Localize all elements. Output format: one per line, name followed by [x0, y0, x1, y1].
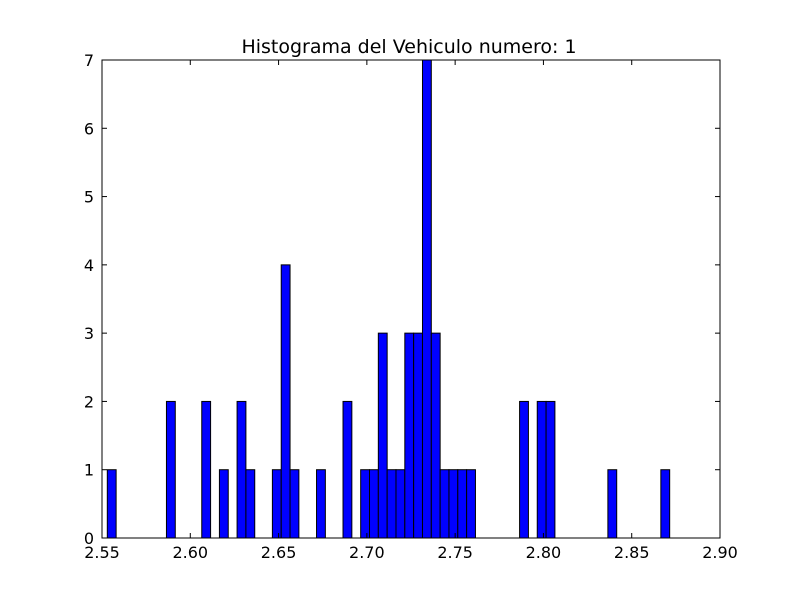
histogram-bar-6 [271, 469, 282, 539]
y-tick-label: 5 [84, 188, 94, 207]
histogram-bar-13 [377, 332, 388, 539]
histogram-bar-21 [448, 469, 459, 539]
histogram-bar-15 [395, 469, 406, 539]
x-tick-label: 2.80 [526, 543, 562, 562]
y-tick-label: 1 [84, 461, 94, 480]
histogram-bar-18 [421, 59, 432, 539]
histogram-bar-0 [106, 469, 117, 539]
x-tick-label: 2.70 [349, 543, 385, 562]
y-tick-label: 3 [84, 324, 94, 343]
y-tick-label: 7 [84, 51, 94, 70]
histogram-bar-25 [536, 400, 547, 539]
histogram-bar-8 [289, 469, 300, 539]
histogram-bar-20 [439, 469, 450, 539]
x-tick-label: 2.90 [702, 543, 738, 562]
histogram-bar-24 [519, 400, 529, 539]
x-tick-label: 2.60 [172, 543, 208, 562]
ticks-group: 2.55 2.60 2.65 2.70 2.75 2.80 2.85 2.90 0 1 2 3 4 5 6 7 [84, 51, 738, 562]
histogram-bar-10 [342, 400, 353, 539]
x-tick-label: 2.55 [84, 543, 120, 562]
histogram-bar-2 [201, 400, 212, 539]
y-tick-label: 2 [84, 392, 94, 411]
histogram-bar-26 [545, 400, 556, 539]
histogram-bar-22 [457, 469, 468, 539]
histogram-bar-28 [660, 469, 671, 539]
histogram-bar-7 [280, 264, 291, 539]
histogram-bar-19 [430, 332, 441, 539]
histogram-bar-17 [413, 332, 423, 539]
histogram-bar-23 [466, 469, 476, 539]
histogram-bar-5 [245, 469, 256, 539]
x-tick-label: 2.85 [614, 543, 650, 562]
plot-frame [101, 59, 721, 539]
histogram-bar-16 [404, 332, 415, 539]
histogram-bar-12 [369, 469, 379, 539]
y-tick-label: 0 [84, 529, 94, 548]
x-tick-label: 2.65 [261, 543, 297, 562]
chart-title: Histograma del Vehiculo numero: 1 [241, 36, 576, 58]
y-tick-label: 4 [84, 256, 94, 275]
bars-group [106, 59, 671, 539]
x-tick-label: 2.75 [437, 543, 473, 562]
histogram-bar-27 [607, 469, 618, 539]
histogram-bar-3 [218, 469, 229, 539]
histogram-bar-14 [386, 469, 397, 539]
y-tick-label: 6 [84, 119, 94, 138]
histogram-bar-1 [165, 400, 176, 539]
histogram-bar-4 [236, 400, 247, 539]
histogram-bar-9 [316, 469, 326, 539]
histogram-bar-11 [360, 469, 371, 539]
